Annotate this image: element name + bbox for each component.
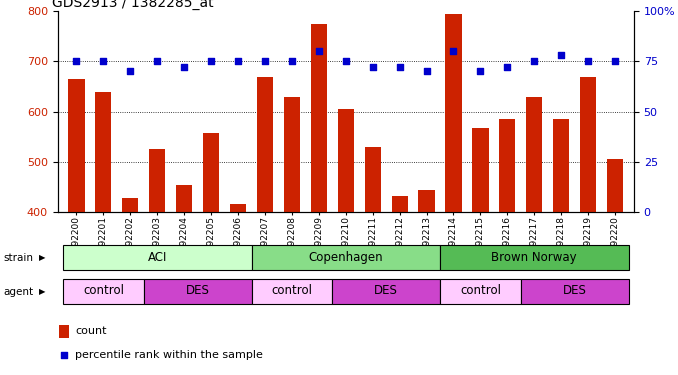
Bar (230, 204, 246, 375)
Bar (521, 279, 629, 304)
Text: DES: DES (186, 285, 210, 297)
Point (205, 58, 216, 64)
Text: GDS2913 / 1382285_at: GDS2913 / 1382285_at (52, 0, 214, 10)
Text: strain: strain (3, 253, 33, 263)
Point (58, 352, 69, 358)
Text: ACI: ACI (148, 251, 167, 264)
Point (152, 58, 163, 64)
Point (367, 64, 378, 70)
Point (125, 68, 136, 74)
Bar (63, 245, 252, 270)
Point (71, 58, 82, 64)
Bar (68, 79, 85, 375)
Bar (580, 78, 596, 375)
Bar (59, 325, 68, 338)
Bar (526, 96, 542, 375)
Text: control: control (460, 285, 501, 297)
Bar (440, 245, 629, 270)
Bar (499, 119, 515, 375)
Text: ▶: ▶ (39, 287, 46, 296)
Bar (176, 185, 193, 375)
Point (233, 58, 243, 64)
Bar (332, 279, 440, 304)
Text: Copenhagen: Copenhagen (308, 251, 383, 264)
Point (556, 53, 567, 58)
Point (98, 58, 109, 64)
Text: count: count (75, 326, 106, 336)
Point (475, 68, 486, 74)
Bar (96, 92, 111, 375)
Point (582, 58, 593, 64)
Bar (418, 190, 435, 375)
Bar (392, 196, 407, 375)
Bar (311, 24, 327, 375)
Point (260, 58, 271, 64)
Bar (440, 279, 521, 304)
Text: DES: DES (563, 285, 586, 297)
Point (313, 48, 324, 54)
Bar (553, 119, 570, 375)
Bar (445, 14, 462, 375)
Bar (252, 245, 440, 270)
Point (529, 58, 540, 64)
Bar (607, 159, 623, 375)
Bar (63, 279, 144, 304)
Text: percentile rank within the sample: percentile rank within the sample (75, 350, 263, 360)
Bar (284, 96, 300, 375)
Point (421, 68, 432, 74)
Bar (473, 128, 489, 375)
Point (340, 58, 351, 64)
Bar (149, 149, 165, 375)
Point (287, 58, 298, 64)
Text: DES: DES (374, 285, 398, 297)
Point (394, 64, 405, 70)
Bar (257, 78, 273, 375)
Point (610, 58, 620, 64)
Bar (338, 109, 354, 375)
Text: control: control (271, 285, 313, 297)
Text: control: control (83, 285, 124, 297)
Text: Brown Norway: Brown Norway (492, 251, 577, 264)
Point (179, 64, 190, 70)
Text: ▶: ▶ (39, 254, 46, 262)
Point (502, 64, 513, 70)
Bar (203, 133, 219, 375)
Bar (122, 198, 138, 375)
Text: agent: agent (3, 286, 33, 297)
Bar (365, 147, 381, 375)
Point (448, 48, 459, 54)
Bar (252, 279, 332, 304)
Bar (144, 279, 252, 304)
